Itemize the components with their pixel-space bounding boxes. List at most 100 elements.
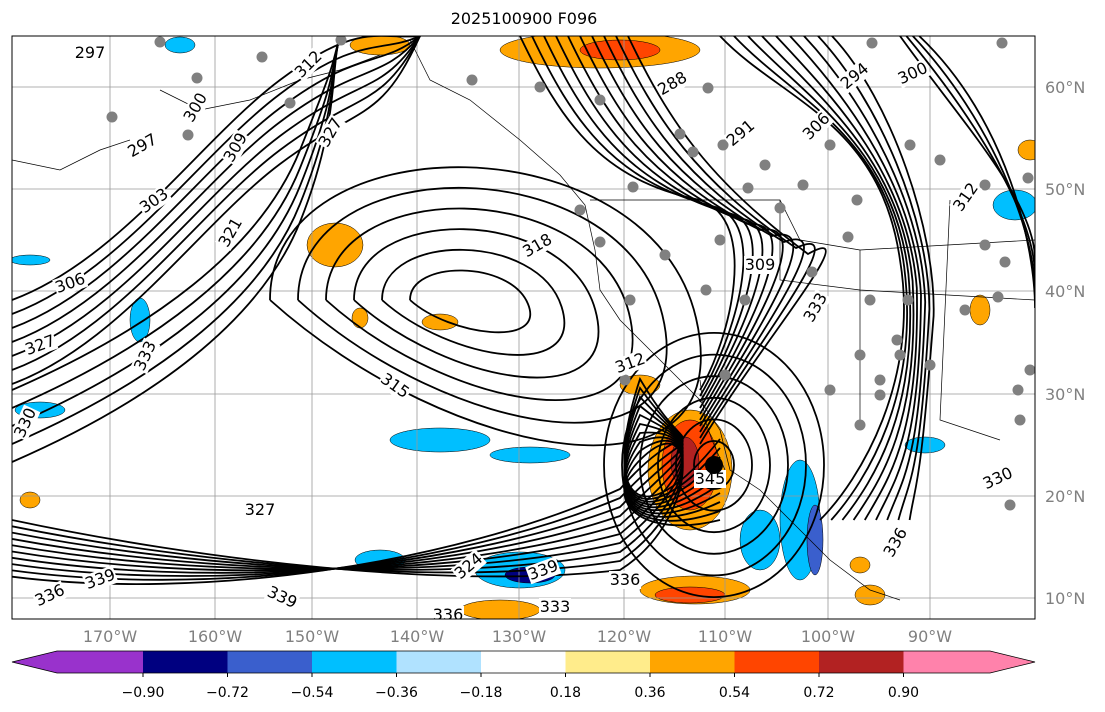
anomaly-shading — [489, 446, 571, 464]
station-dot — [574, 204, 586, 216]
anomaly-shading — [904, 436, 946, 454]
contour-label-background — [799, 289, 832, 326]
contour-label-background — [525, 556, 562, 585]
station-dot — [106, 111, 118, 123]
contour-label-background — [798, 108, 835, 145]
colorbar-tick-label: 0.54 — [719, 685, 750, 701]
contour-line — [733, 36, 908, 521]
station-dot — [1004, 499, 1016, 511]
station-dot — [864, 294, 876, 306]
station-dot — [902, 294, 914, 306]
colorbar-extend-max — [903, 651, 1035, 673]
contour-line — [831, 36, 935, 521]
colorbar: −0.90 −0.72 −0.54 −0.36 −0.18 0.18 0.36 0.54 0.7… — [11, 650, 1036, 701]
lat-tick-label: 60°N — [1045, 78, 1085, 97]
contour-line — [519, 36, 736, 391]
contour-line — [627, 36, 827, 445]
contour-label: 309 — [745, 255, 776, 274]
station-dot — [999, 256, 1011, 268]
colorbar-tick-label: 0.18 — [550, 685, 581, 701]
contour-label-background — [612, 349, 649, 378]
station-dot — [284, 97, 296, 109]
anomaly-shading — [854, 584, 886, 606]
station-dot — [979, 179, 991, 191]
contour-label-background — [314, 114, 347, 151]
anomaly-shading — [164, 36, 196, 54]
contour-line — [817, 36, 931, 521]
station-dot — [842, 231, 854, 243]
contour-line — [761, 36, 915, 521]
colorbar-tick-label: −0.54 — [291, 685, 334, 701]
contour-line — [12, 36, 421, 343]
contour-line — [12, 36, 421, 329]
contour-label-background — [214, 214, 247, 251]
colorbar-tick-label: 0.90 — [888, 685, 919, 701]
colorbar-tick-label: −0.36 — [375, 685, 418, 701]
lat-tick-label: 30°N — [1045, 385, 1085, 404]
station-dot — [702, 82, 714, 94]
coastline — [12, 139, 131, 171]
contour-label-background — [219, 129, 252, 166]
contour-label-background — [130, 337, 161, 375]
contour-line — [747, 36, 912, 521]
contour-label-background — [450, 548, 487, 584]
contour-line — [615, 36, 816, 439]
contour-line — [918, 36, 1035, 309]
contour-line — [675, 418, 753, 512]
station-dot — [874, 389, 886, 401]
station-dot — [824, 139, 836, 151]
station-dot — [191, 72, 203, 84]
contour-line — [409, 269, 532, 334]
contour-line — [591, 36, 795, 427]
station-dot — [659, 249, 671, 261]
station-dot — [979, 239, 991, 251]
station-dot — [891, 334, 903, 346]
contour-line — [803, 36, 927, 521]
contour-label-background — [894, 58, 932, 89]
gridlines — [12, 36, 1035, 619]
colorbar-segment — [396, 651, 482, 673]
station-dot — [824, 384, 836, 396]
lat-tick-label: 20°N — [1045, 487, 1085, 506]
contour-line — [719, 36, 905, 521]
contour-line — [325, 207, 634, 401]
lon-tick-label: 90°W — [908, 627, 952, 646]
colorbar-segment — [819, 651, 904, 673]
axis-ticks: 60°N 50°N 40°N 30°N 20°N 10°N 170°W 160°W 150°W 1… — [83, 78, 1086, 646]
anomaly-shading — [12, 254, 51, 266]
contour-label-background — [949, 178, 983, 216]
station-dot — [874, 374, 886, 386]
contour-line — [12, 36, 421, 315]
anomaly-shading — [389, 427, 491, 453]
contour-label-background — [74, 44, 106, 62]
anomaly-shading — [969, 294, 991, 326]
contour-line — [381, 248, 566, 356]
station-dot — [851, 194, 863, 206]
station-dot — [714, 234, 726, 246]
contour-label-background — [12, 404, 41, 442]
station-dot — [1012, 384, 1024, 396]
contour-label-background — [519, 229, 556, 262]
colorbar-tick-label: 0.36 — [634, 685, 665, 701]
station-dot — [894, 349, 906, 361]
contour-label-background — [52, 269, 89, 298]
station-dot — [674, 128, 686, 140]
contour-label-background — [879, 524, 912, 561]
station-dot — [797, 179, 809, 191]
station-dot — [594, 94, 606, 106]
anomaly-shading — [654, 586, 726, 604]
station-dot — [996, 37, 1008, 49]
station-dot — [624, 294, 636, 306]
contour-line — [789, 36, 922, 521]
contour-label-background — [539, 598, 571, 616]
contour-line — [12, 36, 421, 371]
contour-label-background — [694, 470, 726, 488]
contour-line — [297, 187, 668, 424]
anomaly-shading — [992, 189, 1035, 221]
station-dot — [687, 146, 699, 158]
colorbar-segment — [227, 651, 313, 673]
colorbar-tick-label: −0.18 — [460, 685, 503, 701]
anomaly-shading — [579, 39, 661, 61]
